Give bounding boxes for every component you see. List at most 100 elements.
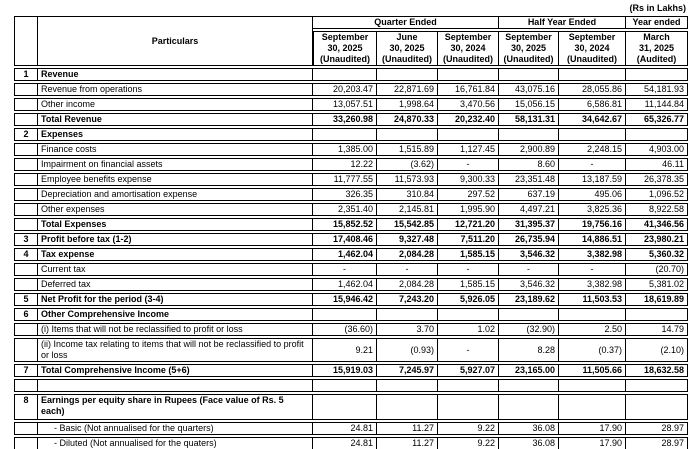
period-header-line: (Unaudited) [382, 54, 432, 64]
value-cell: 28.97 [626, 437, 688, 449]
value-cell: 9,300.33 [438, 173, 499, 186]
period-header-line: 30, 2025 [389, 43, 425, 53]
value-cell [626, 379, 688, 392]
value-cell: 36.08 [499, 422, 559, 435]
value-cell: 5,926.05 [438, 293, 499, 306]
row-sno [14, 98, 38, 111]
table-row: 5 Net Profit for the period (3-4) 15,946.4… [14, 293, 688, 306]
row-sno: 6 [14, 308, 38, 321]
row-sno [14, 173, 38, 186]
row-particulars: (i) Items that will not be reclassified … [38, 323, 313, 336]
value-cell: 5,381.02 [626, 278, 688, 291]
row-particulars: - Diluted (Not annualised for the quater… [38, 437, 313, 449]
table-row: Other expenses 2,351.40 2,145.81 1,995.90 4,… [14, 203, 688, 216]
row-sno [14, 263, 38, 276]
row-sno: 7 [14, 364, 38, 377]
value-cell: 8,922.58 [626, 203, 688, 216]
value-cell: - [377, 263, 438, 276]
group-year-ended: Year ended [626, 16, 688, 29]
period-header-line: (Unaudited) [443, 54, 493, 64]
value-cell [377, 128, 438, 141]
period-header-line: June [396, 32, 418, 42]
value-cell: 11,144.84 [626, 98, 688, 111]
value-cell [559, 394, 626, 420]
value-cell: 23,165.00 [499, 364, 559, 377]
value-cell: 9,327.48 [377, 233, 438, 246]
value-cell: 31,395.37 [499, 218, 559, 231]
value-cell [559, 68, 626, 81]
period-header-line: September [444, 32, 492, 42]
value-cell: 2,145.81 [377, 203, 438, 216]
value-cell: 43,075.16 [499, 83, 559, 96]
value-cell: 15,946.42 [313, 293, 377, 306]
value-cell [377, 394, 438, 420]
row-particulars: Total Revenue [38, 113, 313, 126]
value-cell: 2,084.28 [377, 278, 438, 291]
table-row: 2 Expenses [14, 128, 688, 141]
value-cell: 2.50 [559, 323, 626, 336]
value-cell: 28.97 [626, 422, 688, 435]
period-header-line: 31, 2025 [638, 43, 675, 53]
value-cell: 8.28 [499, 338, 559, 362]
value-cell: (32.90) [499, 323, 559, 336]
period-header-line: (Audited) [636, 54, 677, 64]
table-row: Total Revenue 33,260.98 24,870.33 20,232.40… [14, 113, 688, 126]
value-cell: 3.70 [377, 323, 438, 336]
row-sno [14, 278, 38, 291]
value-cell: 24,870.33 [377, 113, 438, 126]
row-particulars: Other income [38, 98, 313, 111]
table-row: 6 Other Comprehensive Income [14, 308, 688, 321]
value-cell: 20,232.40 [438, 113, 499, 126]
value-cell [377, 379, 438, 392]
row-particulars: Employee benefits expense [38, 173, 313, 186]
value-cell: (0.93) [377, 338, 438, 362]
value-cell: 5,927.07 [438, 364, 499, 377]
value-cell: 34,642.67 [559, 113, 626, 126]
row-particulars: Deferred tax [38, 278, 313, 291]
table-row: 1 Revenue [14, 68, 688, 81]
row-sno [14, 143, 38, 156]
table-header: Particulars Quarter Ended Half Year Ende… [14, 16, 688, 66]
row-sno: 8 [14, 394, 38, 420]
header-group-row: Particulars Quarter Ended Half Year Ende… [14, 16, 688, 66]
value-cell [313, 68, 377, 81]
value-cell: 16,761.84 [438, 83, 499, 96]
value-cell: 1,998.64 [377, 98, 438, 111]
value-cell: 495.06 [559, 188, 626, 201]
value-cell: - [559, 158, 626, 171]
value-cell: 7,245.97 [377, 364, 438, 377]
row-particulars: Net Profit for the period (3-4) [38, 293, 313, 306]
value-cell [377, 308, 438, 321]
value-cell: 65,326.77 [626, 113, 688, 126]
row-particulars: Depreciation and amortisation expense [38, 188, 313, 201]
value-cell [438, 308, 499, 321]
table-row: Impairment on financial assets 12.22 (3.62… [14, 158, 688, 171]
value-cell: 15,056.15 [499, 98, 559, 111]
value-cell: 13,057.51 [313, 98, 377, 111]
period-column-header-5: September 30, 2024 (Unaudited) [559, 31, 626, 66]
value-cell: 1,462.04 [313, 248, 377, 261]
row-particulars: Total Comprehensive Income (5+6) [38, 364, 313, 377]
value-cell: 2,900.89 [499, 143, 559, 156]
value-cell: 3,546.32 [499, 278, 559, 291]
value-cell: - [559, 263, 626, 276]
sno-column-header [14, 16, 38, 66]
row-sno [14, 323, 38, 336]
period-header-line: September [321, 32, 369, 42]
period-header-line: 30, 2025 [327, 43, 363, 53]
value-cell: 3,382.98 [559, 248, 626, 261]
group-quarter-ended: Quarter Ended [313, 16, 499, 29]
value-cell: 2,351.40 [313, 203, 377, 216]
table-row: Depreciation and amortisation expense 326… [14, 188, 688, 201]
value-cell: 310.84 [377, 188, 438, 201]
table-row: 8 Earnings per equity share in Rupees (Fa… [14, 394, 688, 420]
value-cell: (0.37) [559, 338, 626, 362]
value-cell: 11.27 [377, 422, 438, 435]
row-sno: 3 [14, 233, 38, 246]
value-cell: 3,382.98 [559, 278, 626, 291]
table-row: Current tax - - - - - (20.70) [14, 263, 688, 276]
units-note: (Rs in Lakhs) [629, 3, 686, 13]
value-cell: 36.08 [499, 437, 559, 449]
table-row [14, 379, 688, 392]
